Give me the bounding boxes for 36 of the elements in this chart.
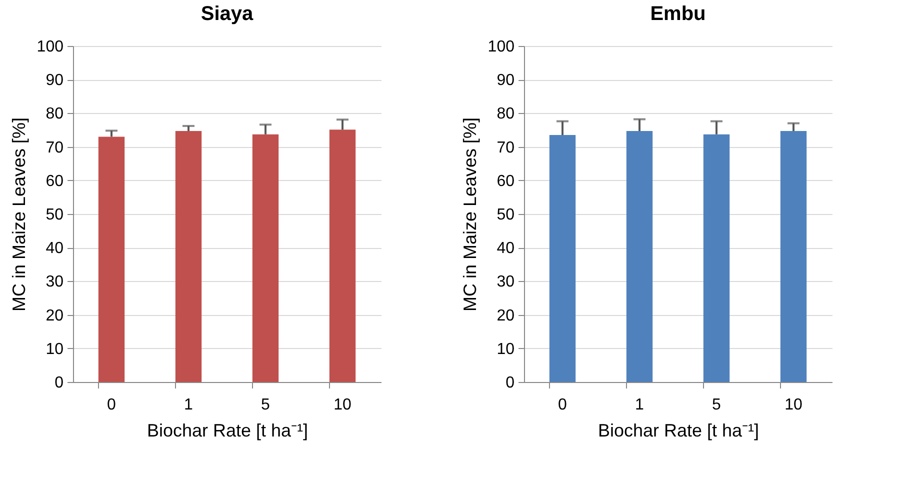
x-tick-label: 0	[558, 396, 568, 414]
y-tick-label: 30	[46, 274, 64, 291]
x-tick-label: 10	[784, 396, 802, 414]
y-tick-label: 20	[496, 307, 515, 324]
y-tick-label: 0	[506, 374, 515, 392]
x-tick-label: 1	[184, 396, 194, 414]
x-tick-label: 5	[712, 396, 722, 414]
chart-title: Siaya	[200, 3, 254, 25]
x-tick-label: 5	[261, 396, 270, 414]
y-tick-label: 30	[496, 274, 515, 291]
y-tick-label: 0	[54, 374, 64, 392]
y-tick-label: 20	[46, 307, 64, 324]
x-tick-label: 1	[635, 396, 644, 414]
y-tick-label: 60	[496, 172, 515, 190]
y-tick-label: 40	[496, 240, 515, 258]
x-axis-title: Biochar Rate [t ha⁻¹]	[146, 420, 308, 440]
y-tick-label: 50	[46, 206, 64, 224]
x-tick-label: 0	[107, 396, 116, 414]
y-tick-label: 90	[496, 72, 515, 90]
y-tick-label: 70	[496, 139, 515, 156]
y-tick-label: 40	[46, 240, 64, 258]
y-tick-label: 50	[496, 206, 515, 224]
y-tick-label: 70	[46, 139, 64, 156]
y-axis-title: MC in Maize Leaves [%]	[8, 117, 29, 312]
y-axis-title: MC in Maize Leaves [%]	[460, 117, 480, 312]
y-tick-label: 100	[488, 38, 515, 56]
chart-title: Embu	[650, 3, 706, 25]
y-tick-label: 80	[46, 106, 64, 123]
x-tick-label: 10	[334, 396, 352, 414]
x-axis-title: Biochar Rate [t ha⁻¹]	[598, 420, 760, 440]
y-tick-label: 80	[496, 106, 515, 123]
y-tick-label: 90	[46, 72, 64, 90]
y-tick-label: 60	[46, 172, 64, 190]
y-tick-label: 100	[36, 38, 64, 56]
y-tick-label: 10	[46, 340, 64, 358]
y-tick-label: 10	[496, 340, 515, 358]
